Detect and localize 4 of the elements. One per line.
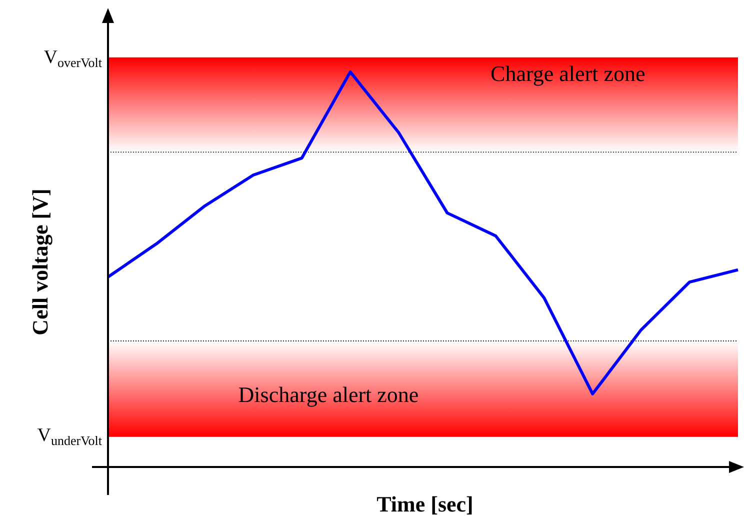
- band-label: Charge alert zone: [490, 60, 646, 86]
- x-axis-title: Time [sec]: [376, 492, 474, 517]
- y-axis-title: Cell voltage [V]: [28, 188, 53, 336]
- band-label: Discharge alert zone: [238, 382, 419, 407]
